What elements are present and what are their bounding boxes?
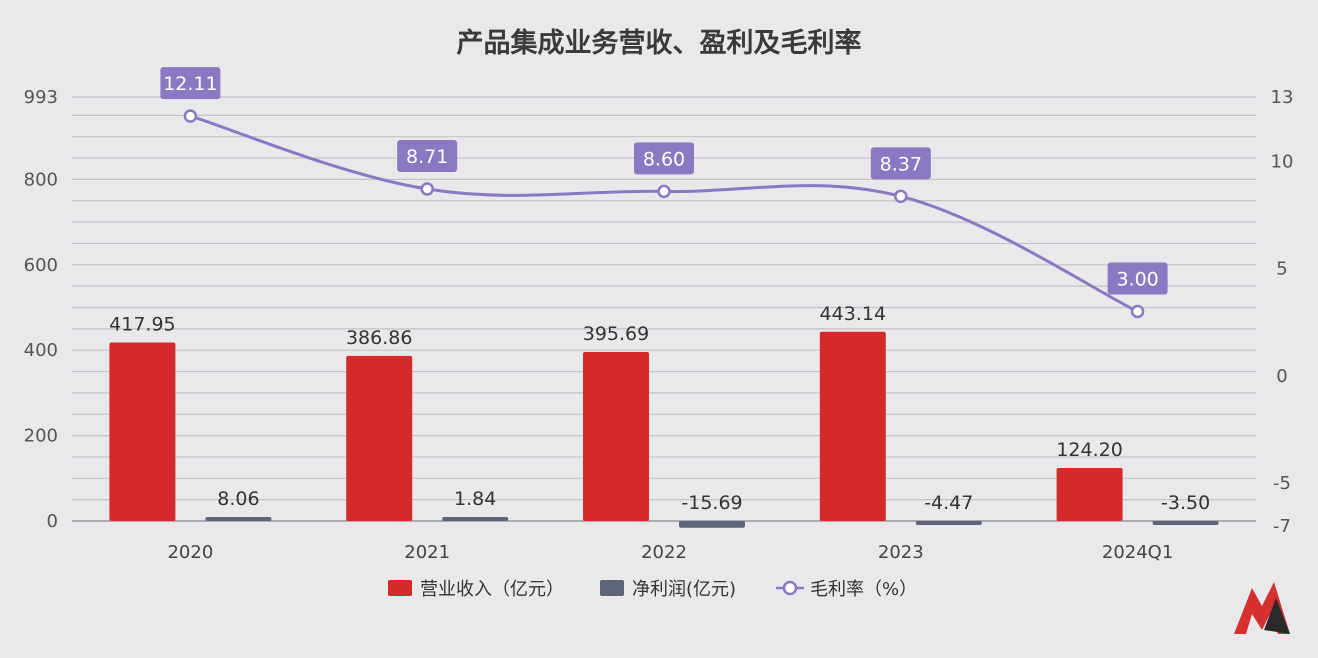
brand-logo bbox=[1234, 582, 1290, 634]
gross-margin-point bbox=[420, 182, 434, 196]
y-left-tick-label: 600 bbox=[24, 255, 58, 276]
net-profit-bar bbox=[679, 521, 745, 528]
net-profit-bar bbox=[915, 521, 982, 525]
revenue-data-label: 386.86 bbox=[346, 327, 412, 349]
y-axis-right: 13 10 5 0 -5 -7 bbox=[1271, 87, 1294, 537]
net-profit-data-label: 8.06 bbox=[217, 488, 259, 510]
revenue-data-label: 124.20 bbox=[1056, 439, 1122, 461]
y-left-tick-label: 200 bbox=[24, 426, 58, 447]
bars: 417.95 386.86 395.69 443.14 124.20 8.06 1.84 -1… bbox=[109, 303, 1219, 528]
net-profit-data-label: -15.69 bbox=[681, 492, 742, 514]
legend-label: 营业收入（亿元） bbox=[420, 579, 564, 600]
chart-title: 产品集成业务营收、盈利及毛利率 bbox=[457, 27, 862, 59]
revenue-bar bbox=[819, 331, 886, 521]
gross-margin-data-label: 3.00 bbox=[1116, 269, 1158, 291]
y-left-tick-label: 993 bbox=[24, 87, 58, 108]
legend-swatch bbox=[388, 580, 412, 596]
y-right-tick-label: 0 bbox=[1276, 366, 1287, 387]
gross-margin-point bbox=[183, 109, 198, 123]
gross-margin-point bbox=[894, 189, 908, 204]
y-right-tick-label: 5 bbox=[1276, 259, 1287, 280]
gross-margin-data-label: 12.11 bbox=[163, 73, 217, 95]
gross-margin-data-label: 8.60 bbox=[643, 148, 685, 170]
net-profit-bar bbox=[205, 517, 272, 521]
x-tick-label: 2020 bbox=[167, 542, 213, 563]
net-profit-bar bbox=[442, 517, 509, 521]
x-axis: 2020 2021 2022 2023 2024Q1 bbox=[167, 542, 1173, 563]
net-profit-data-label: -3.50 bbox=[1161, 492, 1210, 514]
y-left-tick-label: 400 bbox=[24, 340, 58, 361]
y-right-tick-label: 13 bbox=[1271, 87, 1294, 108]
gross-margin-label-box bbox=[870, 147, 931, 180]
gross-margin-label-box bbox=[634, 142, 694, 175]
legend[interactable]: 营业收入（亿元） 净利润(亿元) 毛利率（%） bbox=[388, 579, 917, 600]
y-right-tick-label: -7 bbox=[1273, 516, 1291, 537]
revenue-bar bbox=[583, 352, 649, 521]
x-tick-label: 2023 bbox=[878, 542, 924, 563]
gross-margin-label-box bbox=[1107, 262, 1168, 295]
revenue-bar bbox=[1056, 467, 1123, 521]
legend-label: 毛利率（%） bbox=[810, 579, 917, 600]
gross-margin-line: 12.11 8.71 8.60 8.37 3.00 bbox=[160, 67, 1168, 319]
legend-swatch bbox=[600, 580, 624, 596]
gross-margin-point bbox=[657, 184, 671, 199]
revenue-bar bbox=[109, 342, 176, 521]
revenue-data-label: 417.95 bbox=[109, 314, 175, 336]
x-tick-label: 2021 bbox=[404, 542, 450, 563]
revenue-data-label: 443.14 bbox=[820, 303, 886, 325]
y-left-tick-label: 0 bbox=[47, 511, 58, 532]
legend-gross-margin[interactable]: 毛利率（%） bbox=[776, 579, 917, 600]
y-left-tick-label: 800 bbox=[24, 169, 58, 190]
x-tick-label: 2022 bbox=[641, 542, 687, 563]
gross-margin-point bbox=[1130, 304, 1145, 319]
revenue-bar bbox=[346, 355, 413, 521]
net-profit-data-label: 1.84 bbox=[454, 488, 496, 510]
gross-margin-label-box bbox=[397, 140, 458, 173]
net-profit-bar bbox=[1152, 521, 1219, 525]
revenue-data-label: 395.69 bbox=[583, 323, 649, 345]
gross-margin-data-label: 8.37 bbox=[880, 153, 922, 175]
net-profit-data-label: -4.47 bbox=[924, 492, 973, 514]
gross-margin-data-label: 8.71 bbox=[406, 146, 448, 168]
y-right-tick-label: -5 bbox=[1273, 473, 1291, 494]
legend-swatch-marker bbox=[782, 580, 798, 596]
y-right-tick-label: 10 bbox=[1271, 151, 1294, 172]
legend-label: 净利润(亿元) bbox=[632, 579, 736, 600]
legend-net-profit[interactable]: 净利润(亿元) bbox=[600, 579, 736, 600]
legend-revenue[interactable]: 营业收入（亿元） bbox=[388, 579, 564, 600]
y-axis-left: 993 800 600 400 200 0 bbox=[24, 87, 58, 532]
gross-margin-label-box bbox=[160, 67, 221, 100]
x-tick-label: 2024Q1 bbox=[1102, 542, 1173, 563]
